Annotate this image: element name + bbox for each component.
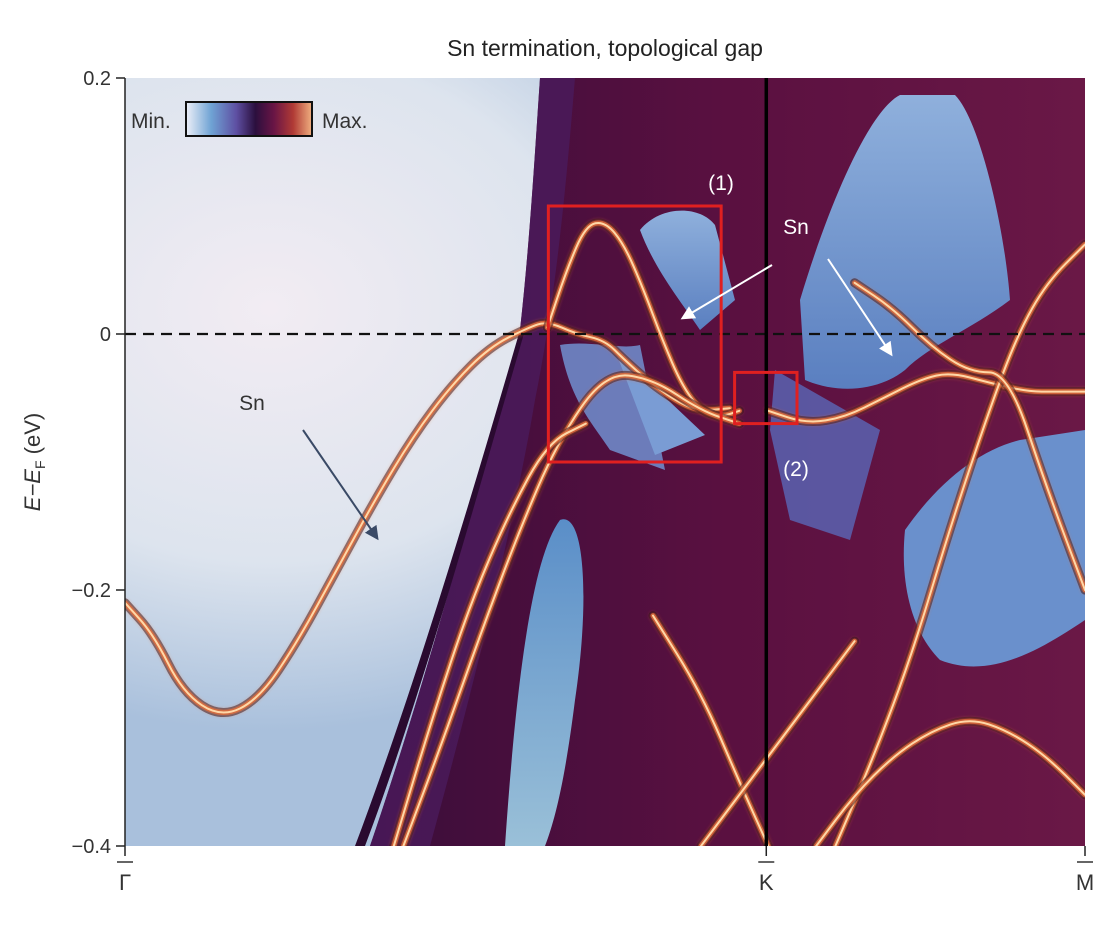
band-line-3	[392, 422, 587, 846]
y-axis-label: E−EF (eV)	[20, 413, 48, 511]
band-line-5	[834, 243, 1085, 846]
colorbar-max-label: Max.	[322, 110, 368, 133]
highlight-boxes	[546, 204, 799, 464]
arrow-sn-center	[680, 264, 773, 320]
pocket-lower-right	[903, 430, 1085, 667]
colorbar-gradient	[185, 101, 313, 137]
dark-edge-band	[355, 330, 525, 846]
y-tick-label-2: −0.2	[72, 580, 111, 602]
y-axis-label-main: E−E	[20, 469, 45, 512]
x-tick-label-1: K	[759, 870, 774, 895]
annotation-sn-center: Sn	[783, 216, 809, 239]
y-tick-label-0: 0.2	[83, 68, 111, 90]
band-line-4	[767, 373, 1085, 423]
annotation-box-1: (1)	[708, 172, 734, 195]
x-tick-label-0: Γ	[119, 870, 131, 895]
colorbar-min-label: Min.	[131, 110, 171, 133]
bands-layer	[125, 218, 1085, 846]
y-ticks: 0.2 0 −0.2 −0.4	[72, 68, 125, 858]
band-line-7	[815, 720, 1085, 846]
y-axis-label-sub: F	[32, 460, 48, 469]
band-line-8	[652, 614, 770, 846]
band-line-2	[402, 374, 741, 846]
band-line-6	[853, 281, 1085, 591]
y-axis-label-unit: (eV)	[20, 413, 45, 461]
chart-title: Sn termination, topological gap	[447, 35, 763, 61]
arrow-sn-right	[827, 258, 893, 357]
highlight-box-2	[733, 370, 799, 426]
pocket-lower-left	[505, 519, 584, 846]
arrow-sn-left	[302, 429, 379, 541]
annotation-box-2: (2)	[783, 458, 809, 481]
y-tick-label-3: −0.4	[72, 836, 111, 858]
y-tick-label-1: 0	[100, 324, 111, 346]
x-tick-label-2: M	[1076, 870, 1094, 895]
band-line-9	[700, 640, 856, 846]
colorbar-legend: Min. Max.	[131, 101, 368, 137]
pocket-upper-right	[800, 95, 1010, 389]
purple-shoulder-region	[370, 78, 575, 846]
highlight-box-1	[546, 204, 723, 464]
y-axis: 0.2 0 −0.2 −0.4	[72, 68, 126, 858]
annotation-sn-left: Sn	[239, 392, 265, 415]
